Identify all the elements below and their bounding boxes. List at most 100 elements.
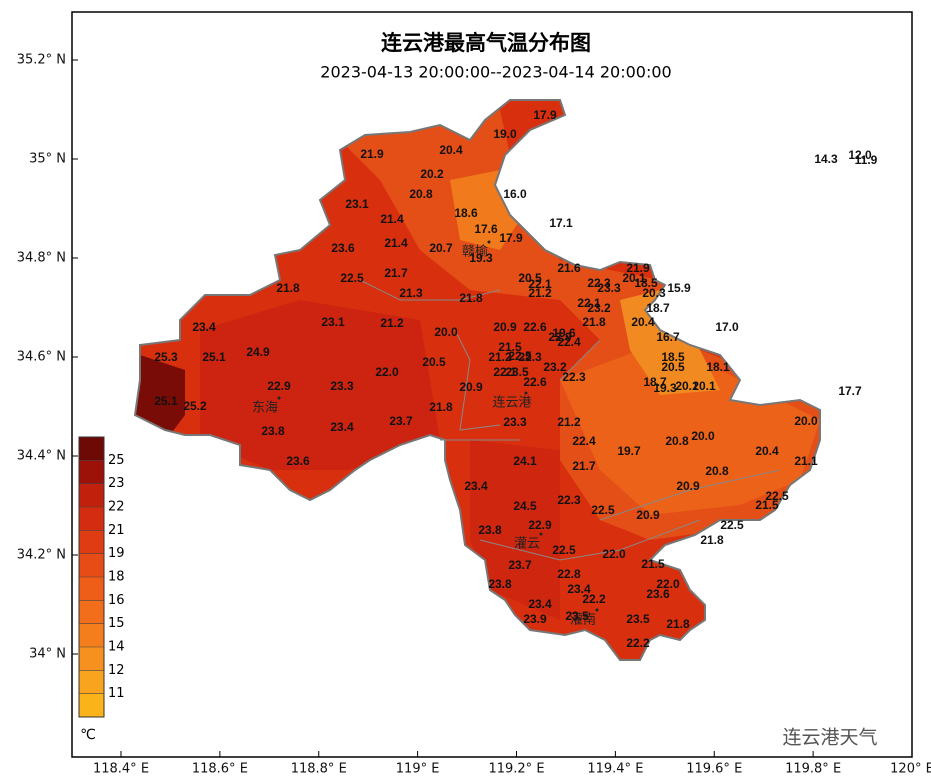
station-value: 20.8 <box>665 434 689 448</box>
station-value: 17.9 <box>533 108 557 122</box>
station-value: 23.4 <box>528 597 552 611</box>
legend-swatch <box>79 693 104 718</box>
station-value: 21.2 <box>380 316 404 330</box>
station-value: 16.7 <box>656 330 680 344</box>
station-value: 20.0 <box>434 325 458 339</box>
legend-label: 12 <box>108 663 125 678</box>
y-tick-label: 34.8° N <box>17 251 66 266</box>
x-tick-label: 119.6° E <box>686 762 742 777</box>
station-value: 20.3 <box>642 286 666 300</box>
city-marker <box>524 391 528 395</box>
station-value: 23.3 <box>503 415 527 429</box>
station-value: 17.9 <box>499 231 523 245</box>
station-value: 22.3 <box>587 276 611 290</box>
station-value: 22.2 <box>626 636 650 650</box>
station-value: 20.2 <box>420 167 444 181</box>
y-tick-label: 35° N <box>29 152 66 167</box>
station-value: 23.7 <box>389 414 413 428</box>
station-value: 21.5 <box>498 340 522 354</box>
station-value: 21.3 <box>399 286 423 300</box>
city-name: 灌云 <box>514 537 540 552</box>
station-value: 20.9 <box>636 508 660 522</box>
station-value: 21.4 <box>380 212 404 226</box>
station-value: 11.9 <box>855 153 878 167</box>
station-value: 21.8 <box>666 617 690 631</box>
x-tick-label: 118.6° E <box>192 762 248 777</box>
station-value: 18.7 <box>646 301 670 315</box>
x-tick-label: 118.4° E <box>93 762 149 777</box>
watermark: 连云港天气 <box>782 727 877 749</box>
y-tick-label: 34° N <box>29 647 66 662</box>
station-value: 20.8 <box>409 187 433 201</box>
station-value: 23.5 <box>626 612 650 626</box>
station-value: 23.1 <box>345 197 369 211</box>
station-value: 25.1 <box>154 394 178 408</box>
station-value: 20.5 <box>518 271 542 285</box>
station-value: 23.8 <box>261 424 285 438</box>
x-tick-label: 119° E <box>396 762 440 777</box>
station-value: 21.2 <box>557 415 581 429</box>
station-value: 25.3 <box>154 350 178 364</box>
legend-label: 19 <box>108 546 125 561</box>
station-value: 22.5 <box>591 503 615 517</box>
station-value: 22.5 <box>552 543 576 557</box>
x-tick-label: 119.2° E <box>488 762 544 777</box>
station-value: 22.0 <box>375 365 399 379</box>
legend-swatch <box>79 437 104 461</box>
station-value: 20.9 <box>459 380 483 394</box>
legend-label: 23 <box>108 476 125 491</box>
station-value: 20.7 <box>429 241 453 255</box>
station-value: 14.3 <box>814 152 838 166</box>
station-value: 20.5 <box>422 355 446 369</box>
city-name: 东海 <box>252 401 278 416</box>
station-value: 22.4 <box>572 434 596 448</box>
station-value: 22.0 <box>656 577 680 591</box>
station-value: 23.3 <box>597 281 621 295</box>
station-value: 23.4 <box>567 582 591 596</box>
station-value: 22.9 <box>528 518 552 532</box>
city-marker <box>277 396 281 400</box>
station-value: 23.4 <box>464 479 488 493</box>
station-value: 22.6 <box>523 375 547 389</box>
station-value: 23.2 <box>587 301 611 315</box>
x-tick-label: 120° E <box>890 762 931 777</box>
station-value: 23.2 <box>543 360 567 374</box>
station-value: 19.0 <box>493 127 517 141</box>
legend-unit: ℃ <box>80 727 96 743</box>
legend-swatch <box>79 647 104 671</box>
station-value: 21.9 <box>360 147 384 161</box>
station-value: 23.8 <box>478 523 502 537</box>
station-value: 23.6 <box>646 587 670 601</box>
station-value: 23.5 <box>565 609 589 623</box>
station-value: 21.2 <box>528 286 552 300</box>
station-value: 21.6 <box>557 261 581 275</box>
station-value: 21.1 <box>794 454 818 468</box>
station-value: 22.3 <box>557 493 581 507</box>
station-value: 20.0 <box>691 429 715 443</box>
legend-label: 18 <box>108 570 125 585</box>
station-value: 22.5 <box>508 349 532 363</box>
legend-swatch <box>79 507 104 531</box>
y-tick-label: 34.2° N <box>17 548 66 563</box>
legend-swatch <box>79 623 104 648</box>
station-value: 18.6 <box>454 206 478 220</box>
station-value: 18.5 <box>634 276 658 290</box>
station-value: 21.7 <box>572 459 596 473</box>
legend-label: 22 <box>108 500 125 515</box>
station-value: 22.5 <box>765 489 789 503</box>
legend-label: 15 <box>108 616 125 631</box>
station-value: 22.5 <box>340 271 364 285</box>
legend-swatch <box>79 670 104 695</box>
legend-swatch <box>79 483 104 508</box>
station-value: 22.8 <box>557 567 581 581</box>
station-value: 21.8 <box>276 281 300 295</box>
x-tick-label: 119.8° E <box>785 762 841 777</box>
map-title: 连云港最高气温分布图 <box>381 31 591 55</box>
x-tick-label: 118.8° E <box>291 762 347 777</box>
station-value: 17.0 <box>715 320 739 334</box>
station-value: 12.0 <box>848 148 872 162</box>
station-value: 20.9 <box>676 479 700 493</box>
station-value: 22.1 <box>577 296 601 310</box>
station-value: 22.5 <box>720 518 744 532</box>
